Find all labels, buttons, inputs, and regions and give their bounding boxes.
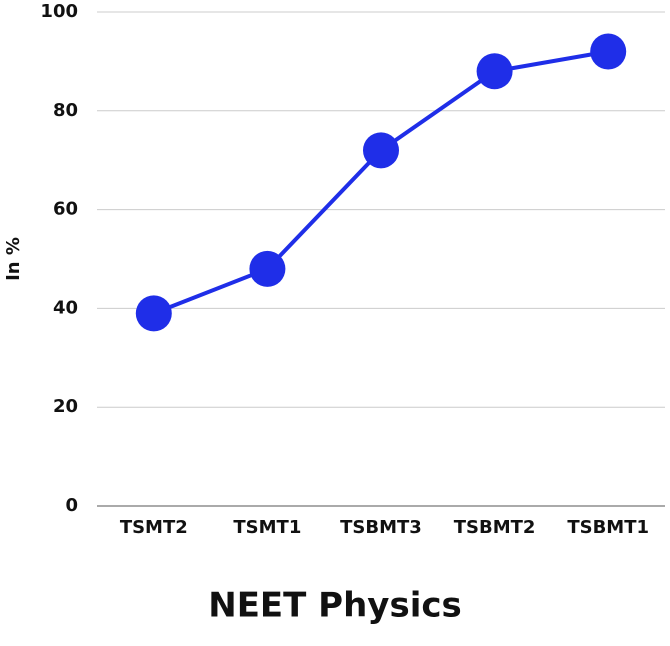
x-tick-label: TSBMT2 (454, 517, 536, 538)
y-tick-label: 20 (53, 396, 78, 417)
marker (363, 132, 399, 169)
x-tick-label: TSBMT3 (340, 517, 422, 538)
marker (249, 250, 286, 287)
y-tick-label: 0 (65, 495, 78, 516)
marker (135, 295, 172, 332)
marker (476, 53, 513, 90)
chart-title: NEET Physics (208, 586, 462, 626)
x-tick-label: TSBMT1 (567, 517, 649, 538)
x-tick-label: TSMT1 (233, 517, 301, 538)
y-tick-label: 60 (53, 199, 78, 220)
y-tick-label: 40 (53, 297, 78, 318)
y-axis-label: In % (3, 237, 24, 281)
marker (590, 33, 627, 70)
y-tick-label: 100 (40, 1, 78, 22)
y-tick-label: 80 (53, 100, 78, 121)
line (153, 49, 609, 316)
x-tick-label: TSMT2 (120, 517, 188, 538)
